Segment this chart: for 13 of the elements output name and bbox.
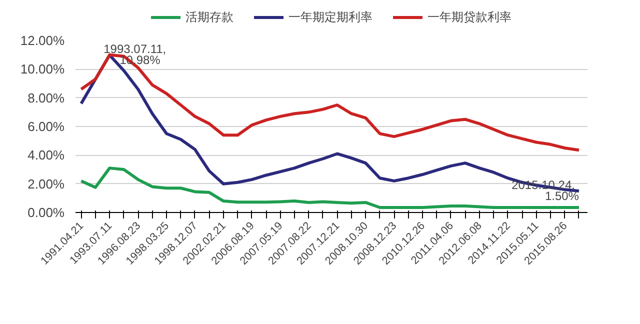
line-series — [80, 166, 580, 209]
legend-label: 活期存款 — [186, 8, 234, 26]
y-tick-label: 4.00% — [28, 148, 65, 163]
y-tick-label: 8.00% — [28, 90, 65, 106]
y-tick-label: 0.00% — [28, 205, 65, 220]
line-series — [80, 54, 580, 192]
y-tick-label: 10.00% — [20, 62, 65, 77]
y-tick-label: 12.00% — [20, 33, 65, 48]
line-series — [80, 53, 580, 152]
legend-label: 一年期贷款利率 — [428, 8, 512, 26]
y-tick-label: 2.00% — [28, 176, 65, 192]
legend-label: 一年期定期利率 — [288, 8, 372, 26]
y-tick-label: 6.00% — [28, 119, 65, 134]
